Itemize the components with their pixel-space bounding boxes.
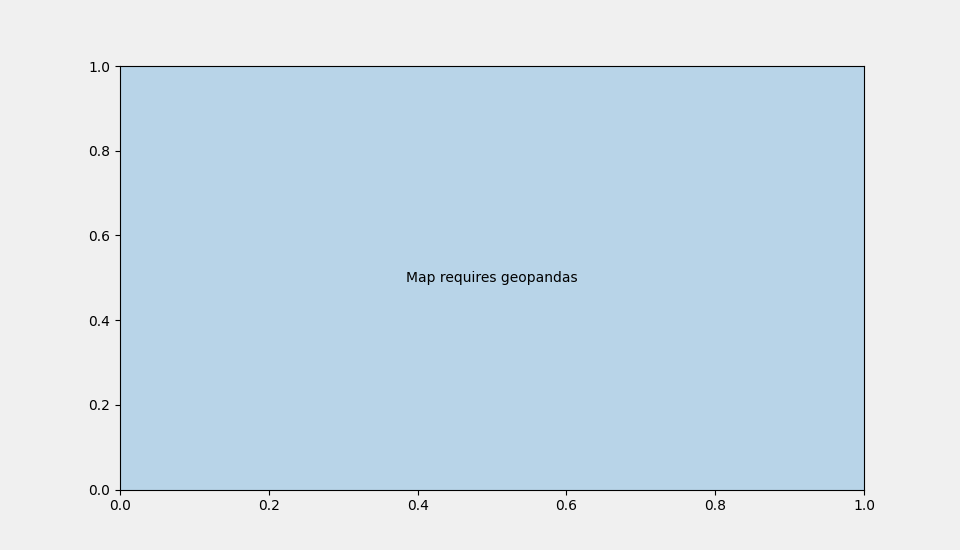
- Text: Map requires geopandas: Map requires geopandas: [406, 271, 578, 285]
